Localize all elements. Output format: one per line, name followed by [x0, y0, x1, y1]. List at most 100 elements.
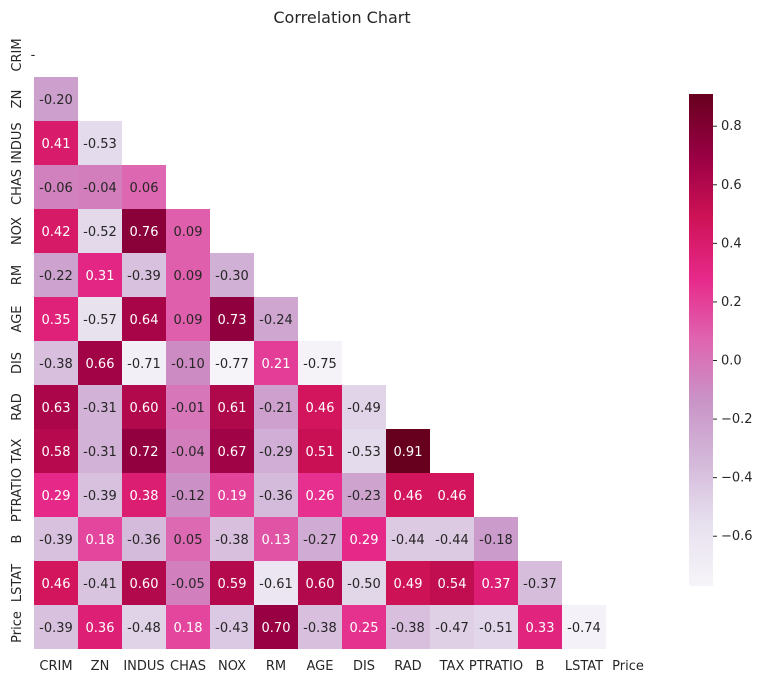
cell-value-label: 0.59	[218, 577, 247, 592]
cell-value-label: 0.09	[174, 269, 203, 284]
heatmap-cell-price-lstat	[562, 605, 606, 649]
heatmap-cell-ptratio-rm	[254, 473, 298, 517]
cell-value-label: -0.71	[127, 357, 161, 372]
y-tick-label: B	[10, 535, 25, 544]
cell-value-label: -0.49	[347, 401, 381, 416]
cell-value-label: 0.09	[174, 225, 203, 240]
heatmap-cell-price-dis	[342, 605, 386, 649]
heatmap-cell-b-crim	[34, 517, 78, 561]
heatmap-cell-rad-dis	[342, 385, 386, 429]
heatmap-cell-age-zn	[78, 297, 122, 341]
x-tick-label: LSTAT	[565, 659, 603, 674]
heatmap-cell-rad-age	[298, 385, 342, 429]
heatmap-cell-rad-crim	[34, 385, 78, 429]
y-tick-label: DIS	[10, 352, 25, 374]
cell-value-label: 0.38	[130, 489, 159, 504]
heatmap-cell-price-indus	[122, 605, 166, 649]
heatmap-cell-rad-indus	[122, 385, 166, 429]
cell-value-label: 0.73	[218, 313, 247, 328]
heatmap-cell-lstat-rad	[386, 561, 430, 605]
heatmap-cell-price-rad	[386, 605, 430, 649]
cell-value-label: -0.31	[83, 401, 117, 416]
cell-value-label: 0.67	[218, 445, 247, 460]
cell-value-label: -0.29	[259, 445, 293, 460]
colorbar-tick-label: 0.0	[721, 354, 742, 369]
cell-value-label: 0.13	[262, 533, 291, 548]
heatmap-cell-lstat-b	[518, 561, 562, 605]
cell-value-label: -0.50	[347, 577, 381, 592]
cell-value-label: -0.36	[127, 533, 161, 548]
heatmap-cell-ptratio-tax	[430, 473, 474, 517]
heatmap-cells: -0.20 0.41 -0.53 -0.06 -0.04 0.06 0.42 -0.52 0.7…	[31, 48, 606, 649]
y-tick-label: AGE	[10, 306, 25, 333]
cell-value-label: -0.10	[171, 357, 205, 372]
cell-value-label: 0.63	[42, 401, 71, 416]
heatmap-cell-age-crim	[34, 297, 78, 341]
cell-value-label: 0.66	[86, 357, 115, 372]
y-tick-label: CHAS	[10, 169, 25, 205]
cell-value-label: -0.18	[479, 533, 513, 548]
heatmap-cell-rm-chas	[166, 253, 210, 297]
cell-value-label: 0.42	[42, 225, 71, 240]
cell-value-label: 0.41	[42, 137, 71, 152]
heatmap-cell-chas-zn	[78, 165, 122, 209]
heatmap-cell-lstat-age	[298, 561, 342, 605]
heatmap-cell-lstat-zn	[78, 561, 122, 605]
heatmap-cell-ptratio-chas	[166, 473, 210, 517]
cell-value-label: -0.39	[39, 621, 73, 636]
heatmap-cell-b-zn	[78, 517, 122, 561]
heatmap-cell-zn-crim	[34, 77, 78, 121]
heatmap-cell-nox-zn	[78, 209, 122, 253]
cell-value-label: -0.04	[83, 181, 117, 196]
heatmap-cell-b-age	[298, 517, 342, 561]
cell-value-label: -0.22	[39, 269, 73, 284]
cell-value-label: 0.76	[130, 225, 159, 240]
x-tick-label: Price	[612, 659, 644, 674]
heatmap-cell-b-rm	[254, 517, 298, 561]
cell-value-label: 0.25	[350, 621, 379, 636]
cell-value-label: -0.24	[259, 313, 293, 328]
heatmap-cell-price-nox	[210, 605, 254, 649]
cell-value-label: 0.19	[218, 489, 247, 504]
x-tick-label: CRIM	[39, 659, 72, 674]
colorbar-gradient	[689, 94, 713, 586]
heatmap-cell-ptratio-indus	[122, 473, 166, 517]
heatmap-cell-chas-indus	[122, 165, 166, 209]
x-tick-label: PTRATIO	[469, 659, 523, 674]
cell-value-label: 0.06	[130, 181, 159, 196]
cell-value-label: 0.60	[130, 401, 159, 416]
heatmap-cell-age-indus	[122, 297, 166, 341]
heatmap-cell-tax-chas	[166, 429, 210, 473]
x-tick-label: RM	[266, 659, 286, 674]
y-tick-label: INDUS	[10, 122, 25, 163]
cell-value-label: -0.05	[171, 577, 205, 592]
x-tick-label: ZN	[91, 659, 110, 674]
cell-value-label: -0.37	[523, 577, 557, 592]
cell-value-label: 0.09	[174, 313, 203, 328]
heatmap-cell-ptratio-crim	[34, 473, 78, 517]
cell-value-label: -0.74	[567, 621, 601, 636]
cell-value-label: -0.39	[83, 489, 117, 504]
x-tick-label: B	[536, 659, 545, 674]
heatmap-cell-lstat-crim	[34, 561, 78, 605]
cell-value-label: 0.51	[306, 445, 335, 460]
cell-value-label: 0.46	[394, 489, 423, 504]
cell-value-label: 0.70	[262, 621, 291, 636]
cell-value-label: 0.31	[86, 269, 115, 284]
cell-value-label: 0.60	[130, 577, 159, 592]
heatmap-cell-price-tax	[430, 605, 474, 649]
cell-value-label: -0.75	[303, 357, 337, 372]
heatmap-cell-b-rad	[386, 517, 430, 561]
y-tick-label: RM	[10, 265, 25, 285]
cell-value-label: 0.46	[42, 577, 71, 592]
x-tick-label: RAD	[394, 659, 421, 674]
heatmap-cell-age-chas	[166, 297, 210, 341]
cell-value-label: 0.36	[86, 621, 115, 636]
heatmap-cell-b-nox	[210, 517, 254, 561]
heatmap-cell-ptratio-nox	[210, 473, 254, 517]
cell-value-label: -0.57	[83, 313, 117, 328]
cell-value-label: 0.33	[526, 621, 555, 636]
heatmap-cell-dis-nox	[210, 341, 254, 385]
colorbar-tick-label: 0.8	[721, 119, 742, 134]
